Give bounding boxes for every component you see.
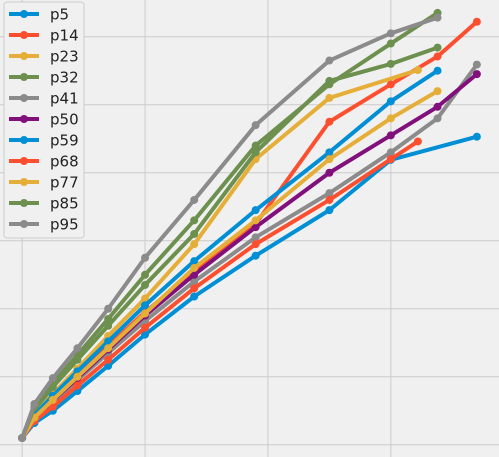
series-marker	[433, 13, 442, 22]
series-marker	[413, 137, 422, 146]
series-marker	[141, 323, 150, 332]
legend-label: p14	[50, 27, 79, 45]
legend: p5 p14 p23 p32 p41 p50 p59 p68 p77 p85 p95	[3, 1, 85, 239]
legend-marker	[20, 31, 28, 39]
series-marker	[472, 70, 481, 79]
legend-marker	[20, 73, 28, 81]
legend-label: p77	[50, 174, 79, 192]
series-marker	[104, 304, 113, 313]
series-marker	[48, 395, 57, 404]
legend-label: p50	[50, 111, 79, 129]
series-marker	[251, 121, 260, 130]
legend-marker	[20, 136, 28, 144]
legend-marker	[20, 220, 28, 228]
series-marker	[73, 372, 82, 381]
series-marker	[190, 229, 199, 238]
legend-label: p85	[50, 195, 79, 213]
lines	[18, 8, 481, 442]
series-marker	[141, 301, 150, 310]
legend-label: p68	[50, 153, 79, 171]
series-marker	[141, 309, 150, 318]
legend-label: p32	[50, 69, 79, 87]
series-marker	[433, 43, 442, 52]
series-marker	[141, 270, 150, 279]
legend-marker	[20, 199, 28, 207]
legend-label: p41	[50, 90, 79, 108]
series-marker	[141, 330, 150, 339]
series-marker	[251, 251, 260, 260]
series-marker	[386, 155, 395, 164]
series-marker	[386, 39, 395, 48]
series-marker	[141, 280, 150, 289]
series-marker	[251, 206, 260, 215]
series-marker	[190, 277, 199, 286]
series-marker	[386, 80, 395, 89]
series-marker	[386, 97, 395, 106]
series-marker	[18, 433, 27, 442]
series-marker	[141, 253, 150, 262]
series-marker	[386, 29, 395, 38]
series-marker	[386, 114, 395, 123]
series-marker	[251, 223, 260, 232]
series-marker	[190, 284, 199, 293]
series-marker	[190, 195, 199, 204]
series-marker	[472, 60, 481, 69]
legend-label: p23	[50, 48, 79, 66]
series-marker	[325, 117, 334, 126]
series-marker	[141, 294, 150, 303]
series-marker	[386, 148, 395, 157]
series-marker	[325, 206, 334, 215]
series-marker	[104, 337, 113, 346]
series-marker	[104, 314, 113, 323]
series-marker	[73, 344, 82, 353]
series-marker	[325, 189, 334, 198]
series-marker	[190, 292, 199, 301]
series-marker	[433, 52, 442, 61]
series-marker	[472, 132, 481, 141]
legend-label: p95	[50, 216, 79, 234]
series-marker	[325, 56, 334, 65]
series-marker	[325, 93, 334, 102]
series-marker	[104, 355, 113, 364]
series-marker	[104, 344, 113, 353]
legend-marker	[20, 115, 28, 123]
series-marker	[433, 87, 442, 96]
series-marker	[472, 17, 481, 26]
series-marker	[325, 168, 334, 177]
series-marker	[251, 233, 260, 242]
series-marker	[190, 270, 199, 279]
legend-label: p59	[50, 132, 79, 150]
series-marker	[325, 155, 334, 164]
series-marker	[190, 216, 199, 225]
series-marker	[30, 399, 39, 408]
series-marker	[325, 148, 334, 157]
series-marker	[433, 114, 442, 123]
series-marker	[190, 240, 199, 249]
legend-marker	[20, 10, 28, 18]
series-marker	[251, 240, 260, 249]
series-marker	[73, 381, 82, 390]
series-marker	[48, 374, 57, 383]
series-marker	[190, 257, 199, 266]
series-marker	[386, 59, 395, 68]
legend-label: p5	[50, 6, 69, 24]
legend-marker	[20, 157, 28, 165]
series-marker	[325, 195, 334, 204]
series-marker	[433, 66, 442, 75]
series-marker	[190, 263, 199, 272]
series-marker	[433, 102, 442, 111]
series-marker	[48, 402, 57, 411]
series-marker	[251, 216, 260, 225]
series-marker	[413, 66, 422, 75]
series-marker	[325, 80, 334, 89]
legend-marker	[20, 52, 28, 60]
legend-marker	[20, 178, 28, 186]
series-marker	[386, 131, 395, 140]
legend-marker	[20, 94, 28, 102]
series-marker	[251, 141, 260, 150]
